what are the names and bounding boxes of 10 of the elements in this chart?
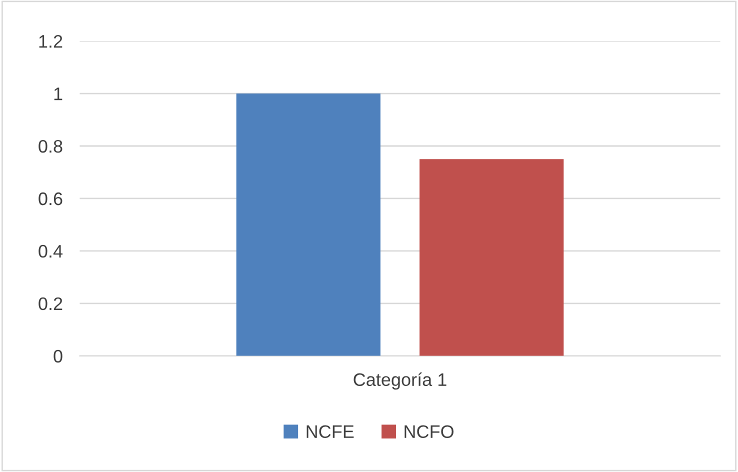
y-tick-label: 1.2 — [39, 35, 62, 48]
legend-label: NCFO — [404, 425, 454, 438]
y-tick-label: 0 — [54, 350, 62, 363]
legend-label: NCFE — [306, 425, 354, 438]
y-tick-label: 0.2 — [38, 297, 62, 310]
x-tick-label: Categoría 1 — [354, 372, 446, 390]
y-tick-label: 0.6 — [38, 192, 62, 206]
y-tick-label: 0.4 — [38, 244, 63, 258]
y-tick-label: 1 — [54, 88, 62, 100]
y-tick-label: 0.8 — [38, 140, 62, 153]
